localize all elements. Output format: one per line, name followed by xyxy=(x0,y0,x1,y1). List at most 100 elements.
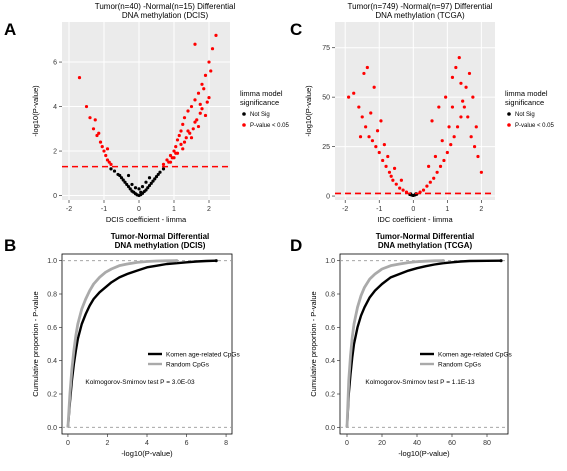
data-point-a-0-32 xyxy=(133,186,138,190)
plot-background-a xyxy=(62,22,230,200)
data-point-c-1-44 xyxy=(479,170,483,174)
chart-c: -2 -1 0 1 2 0 25 50 75 IDC coefficient - limma -lo… xyxy=(304,22,555,224)
data-point-a-1-8 xyxy=(104,153,108,158)
data-point-a-0-5 xyxy=(121,178,125,182)
y-tick-label-d-1: 0.2 xyxy=(325,392,335,399)
data-point-c-1-5 xyxy=(367,135,371,139)
legend-label-b-0: Komen age-related CpGs xyxy=(166,352,240,359)
legend-swatch-a-0 xyxy=(242,112,246,116)
x-axis-label-a: DCIS coefficient - limma xyxy=(106,215,187,224)
legend-swatch-c-1 xyxy=(507,123,511,127)
chart-title-c-line1: Tumor(n=749) -Normal(n=97) Differential xyxy=(347,2,493,11)
data-point-a-0-0 xyxy=(109,167,113,171)
x-tick-label-b-2: 4 xyxy=(145,440,149,447)
data-point-c-1-6 xyxy=(370,139,375,143)
data-point-a-0-26 xyxy=(158,170,162,174)
data-point-c-1-22 xyxy=(375,129,380,133)
data-point-a-1-51 xyxy=(195,118,199,122)
y-axis-label-c: -log10(P-value) xyxy=(304,85,313,137)
x-tick-label-b-0: 0 xyxy=(66,440,70,447)
x-tick-label-a-0: -2 xyxy=(66,206,72,213)
data-point-a-1-17 xyxy=(168,153,173,158)
chart-title-d-line1: Tumor-Normal Differential xyxy=(375,232,475,241)
data-point-c-1-2 xyxy=(357,105,361,109)
data-point-c-1-12 xyxy=(391,178,395,182)
data-point-a-1-48 xyxy=(205,100,209,104)
data-point-a-1-0 xyxy=(77,76,82,80)
legend-d: Komen age-related CpGs Random CpGs xyxy=(420,352,512,369)
data-point-a-0-21 xyxy=(149,181,153,185)
legend-label-c-0: Not Sig xyxy=(515,112,535,118)
data-point-c-1-29 xyxy=(428,180,432,184)
data-point-a-0-25 xyxy=(156,172,160,177)
data-point-a-1-15 xyxy=(161,162,166,166)
data-point-c-1-3 xyxy=(360,115,364,119)
data-point-c-1-10 xyxy=(384,164,388,168)
data-point-a-0-18 xyxy=(144,188,148,192)
x-tick-label-d-2: 40 xyxy=(413,440,421,447)
data-point-a-0-9 xyxy=(128,187,132,191)
data-point-c-1-30 xyxy=(432,176,436,180)
data-point-a-1-20 xyxy=(175,138,180,142)
series-a-0 xyxy=(109,167,166,198)
data-point-a-0-23 xyxy=(153,177,157,181)
y-tick-label-d-3: 0.6 xyxy=(325,325,335,332)
data-point-a-1-38 xyxy=(200,107,204,111)
data-point-a-0-27 xyxy=(161,167,166,171)
y-axis-label-b: Cumulative proportion - P-value xyxy=(31,291,40,396)
x-tick-label-a-4: 2 xyxy=(207,206,211,213)
x-axis-label-b: -log10(P-value) xyxy=(121,449,173,458)
data-point-c-1-42 xyxy=(472,145,477,149)
data-point-c-1-4 xyxy=(364,125,368,129)
data-point-c-1-14 xyxy=(398,186,402,190)
data-point-a-0-28 xyxy=(144,180,148,184)
data-point-c-1-33 xyxy=(442,158,446,163)
data-point-c-1-13 xyxy=(394,182,398,186)
series-line-d-0 xyxy=(345,259,502,428)
data-point-c-1-7 xyxy=(374,145,378,149)
data-point-c-1-58 xyxy=(450,105,455,109)
data-point-c-1-56 xyxy=(467,71,472,76)
x-tick-label-b-3: 6 xyxy=(185,440,189,447)
data-point-c-1-11 xyxy=(387,170,392,174)
data-point-a-0-6 xyxy=(123,180,127,184)
data-point-a-1-28 xyxy=(196,91,201,95)
data-point-a-1-33 xyxy=(214,33,218,37)
data-point-a-1-3 xyxy=(91,127,96,131)
data-point-c-1-48 xyxy=(450,75,455,79)
panel-letter-a: A xyxy=(4,20,17,39)
data-point-c-1-57 xyxy=(474,125,478,129)
legend-swatch-a-1 xyxy=(242,123,246,127)
y-tick-label-a-2: 4 xyxy=(53,104,57,111)
data-point-a-1-35 xyxy=(179,142,183,146)
data-point-a-1-6 xyxy=(100,145,104,149)
data-point-c-1-25 xyxy=(389,174,393,178)
data-point-c-1-8 xyxy=(377,150,381,155)
data-point-a-1-39 xyxy=(207,96,211,100)
data-point-c-1-62 xyxy=(392,166,397,170)
data-point-a-1-47 xyxy=(198,111,202,115)
data-point-a-1-25 xyxy=(186,109,190,113)
data-point-c-1-35 xyxy=(449,143,453,147)
series-end-point-d-0 xyxy=(499,259,503,263)
data-point-a-1-1 xyxy=(84,104,89,109)
x-tick-label-c-3: 1 xyxy=(445,206,449,213)
data-point-c-1-24 xyxy=(362,71,366,76)
series-end-point-b-0 xyxy=(214,259,218,263)
data-point-c-1-17 xyxy=(365,65,369,70)
data-point-a-1-11 xyxy=(109,162,113,166)
legend-b: Komen age-related CpGs Random CpGs xyxy=(148,352,240,369)
data-point-a-0-19 xyxy=(146,186,150,190)
x-tick-label-d-3: 60 xyxy=(448,440,456,447)
data-point-a-1-41 xyxy=(196,124,201,129)
data-point-c-1-21 xyxy=(369,111,373,115)
panel-letter-d: D xyxy=(290,236,303,255)
data-point-c-1-53 xyxy=(461,99,465,103)
chart-title-a-line1: Tumor(n=40) -Normal(n=15) Differential xyxy=(94,2,236,11)
chart-title-b-line1: Tumor-Normal Differential xyxy=(110,232,210,241)
data-point-a-1-22 xyxy=(179,129,183,133)
x-tick-label-a-2: 0 xyxy=(137,206,141,213)
y-tick-label-b-2: 0.4 xyxy=(47,358,57,365)
series-end-point-b-1 xyxy=(175,259,179,263)
